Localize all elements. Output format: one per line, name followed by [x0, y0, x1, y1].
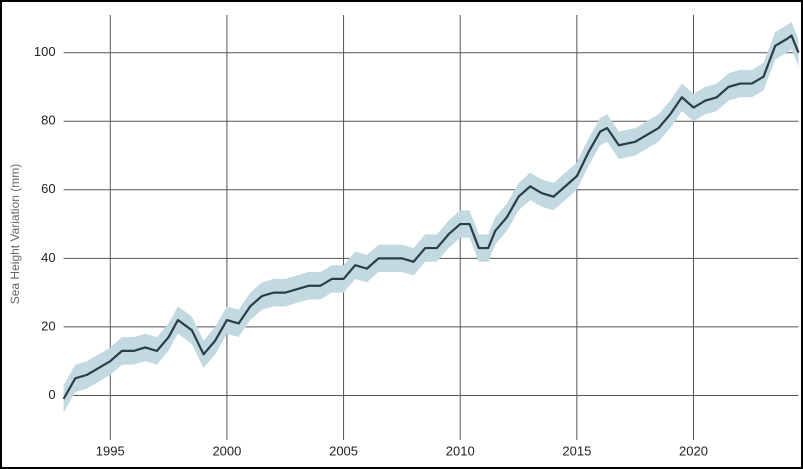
x-tick-label: 1995 — [96, 443, 125, 458]
y-tick-label: 0 — [48, 387, 55, 402]
x-tick-label: 2010 — [446, 443, 475, 458]
x-tick-label: 2015 — [562, 443, 591, 458]
y-tick-label: 60 — [41, 181, 55, 196]
y-tick-label: 40 — [41, 250, 55, 265]
uncertainty-band — [63, 21, 799, 413]
y-axis-label: Sea Height Variation (mm) — [8, 164, 22, 305]
y-tick-label: 20 — [41, 318, 55, 333]
y-tick-label: 80 — [41, 113, 55, 128]
x-tick-label: 2000 — [212, 443, 241, 458]
y-tick-label: 100 — [34, 44, 56, 59]
x-tick-label: 2020 — [679, 443, 708, 458]
line — [62, 34, 800, 400]
x-tick-label: 2005 — [329, 443, 358, 458]
